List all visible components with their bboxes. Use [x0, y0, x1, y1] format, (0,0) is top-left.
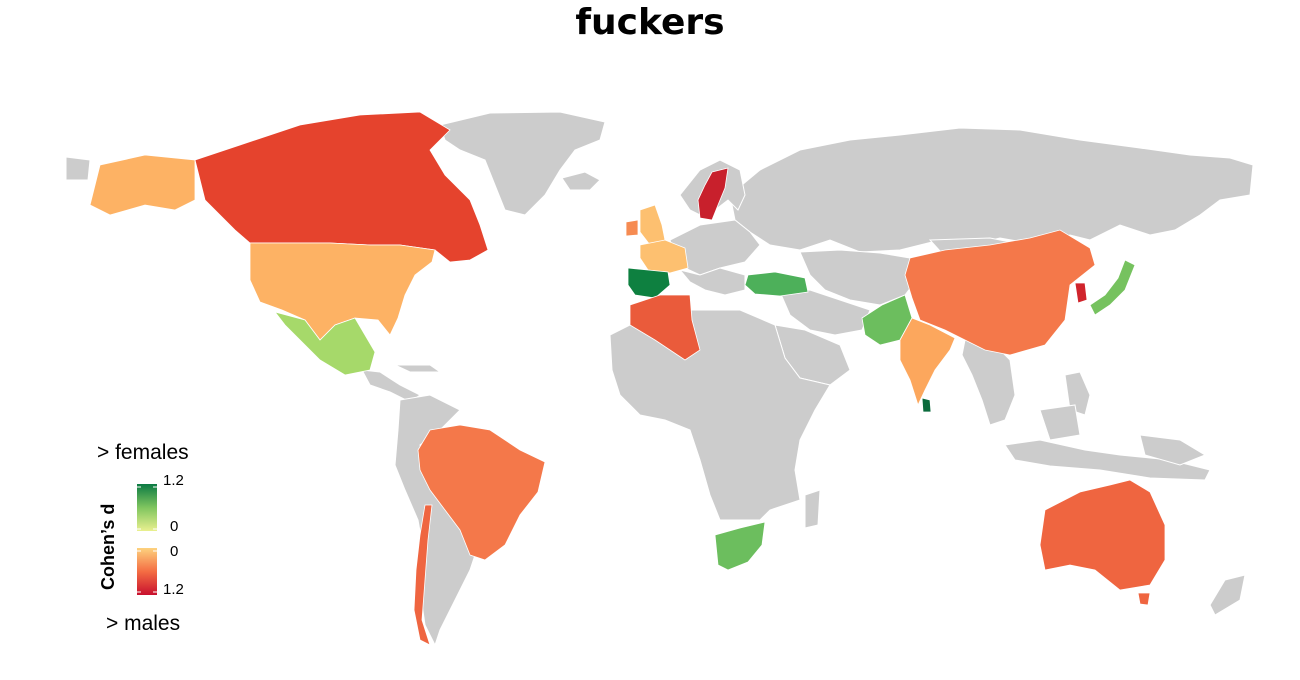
country-turkey[interactable]	[744, 271, 809, 297]
country-mexico[interactable]	[273, 311, 376, 376]
africa	[609, 309, 831, 521]
country-algeria[interactable]	[629, 294, 701, 361]
new-guinea	[1139, 434, 1207, 466]
country-usa[interactable]	[249, 242, 436, 341]
chukotka	[65, 156, 91, 181]
philippines	[1064, 371, 1091, 416]
caribbean	[394, 364, 442, 373]
borneo	[1039, 404, 1081, 441]
country-japan[interactable]	[1089, 259, 1136, 316]
legend-male-colorbar	[137, 548, 157, 595]
iceland	[561, 171, 601, 191]
new-zealand	[1209, 574, 1246, 616]
italy-balkans	[678, 267, 746, 296]
legend-top-label: > females	[97, 441, 189, 464]
country-ireland[interactable]	[625, 219, 639, 237]
greenland	[439, 111, 606, 216]
legend-title: Cohen’s d	[98, 503, 118, 590]
country-uk[interactable]	[639, 204, 666, 246]
country-sri-lanka[interactable]	[921, 397, 932, 413]
country-australia[interactable]	[1039, 479, 1166, 591]
legend-bottom-label: > males	[106, 612, 181, 635]
highlighted-countries	[89, 111, 1166, 646]
country-spain[interactable]	[627, 267, 671, 299]
country-south-korea[interactable]	[1074, 282, 1088, 304]
legend-female-tick-max: 1.2	[163, 472, 184, 489]
country-alaska[interactable]	[89, 154, 196, 216]
country-chile[interactable]	[413, 504, 433, 646]
russia	[729, 127, 1254, 253]
indonesia	[1004, 439, 1211, 481]
legend-female-colorbar	[137, 484, 157, 531]
legend-male-tick-min: 0	[170, 543, 179, 560]
country-france[interactable]	[639, 239, 689, 274]
central-america	[361, 369, 421, 403]
country-sweden[interactable]	[697, 167, 729, 221]
legend-male-tick-max: 1.2	[163, 581, 184, 598]
country-china[interactable]	[904, 229, 1096, 356]
country-canada[interactable]	[194, 111, 489, 263]
country-brazil[interactable]	[417, 424, 546, 561]
map-title: fuckers	[575, 2, 725, 43]
country-south-africa[interactable]	[714, 521, 766, 571]
legend-female-tick-min: 0	[170, 518, 179, 535]
country-tasmania[interactable]	[1137, 592, 1151, 606]
no-data-land	[65, 111, 1254, 647]
madagascar	[804, 489, 821, 529]
iran-iraq	[779, 289, 871, 336]
country-india[interactable]	[899, 317, 956, 407]
